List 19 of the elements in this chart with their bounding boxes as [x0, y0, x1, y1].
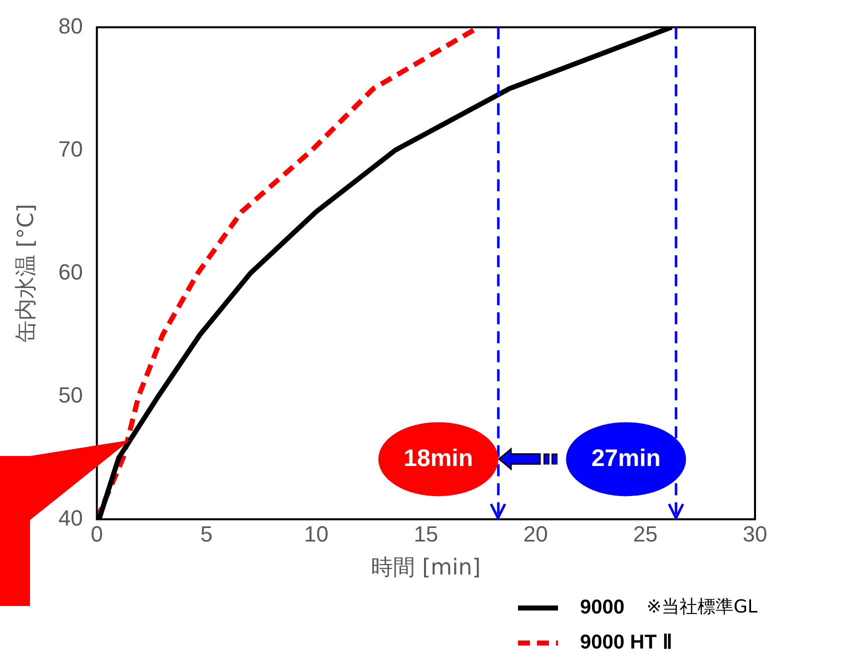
y-tick-label: 60 [58, 259, 83, 284]
x-tick-label: 20 [523, 521, 548, 546]
x-tick-label: 25 [633, 521, 658, 546]
y-tick-label: 70 [58, 136, 83, 162]
text: ※当社標準GL [646, 596, 758, 618]
legend-label: 9000 [580, 596, 624, 619]
x-axis-title: 時間 [min] [371, 556, 481, 581]
x-tick-label: 5 [200, 521, 213, 546]
ref-line-label: 18min [404, 444, 474, 472]
x-tick-label: 30 [742, 521, 768, 546]
x-tick-label: 10 [304, 521, 328, 546]
x-tick-label: 0 [90, 521, 103, 546]
y-tick-label: 50 [58, 382, 83, 408]
y-tick-label: 40 [58, 505, 83, 530]
x-tick-label: 15 [414, 521, 438, 546]
y-axis-title: 缶内水温 [°C] [14, 204, 39, 342]
ref-line-label: 27min [591, 444, 661, 472]
legend-label: 9000 HT Ⅱ [580, 632, 672, 654]
y-tick-label: 80 [58, 13, 83, 38]
